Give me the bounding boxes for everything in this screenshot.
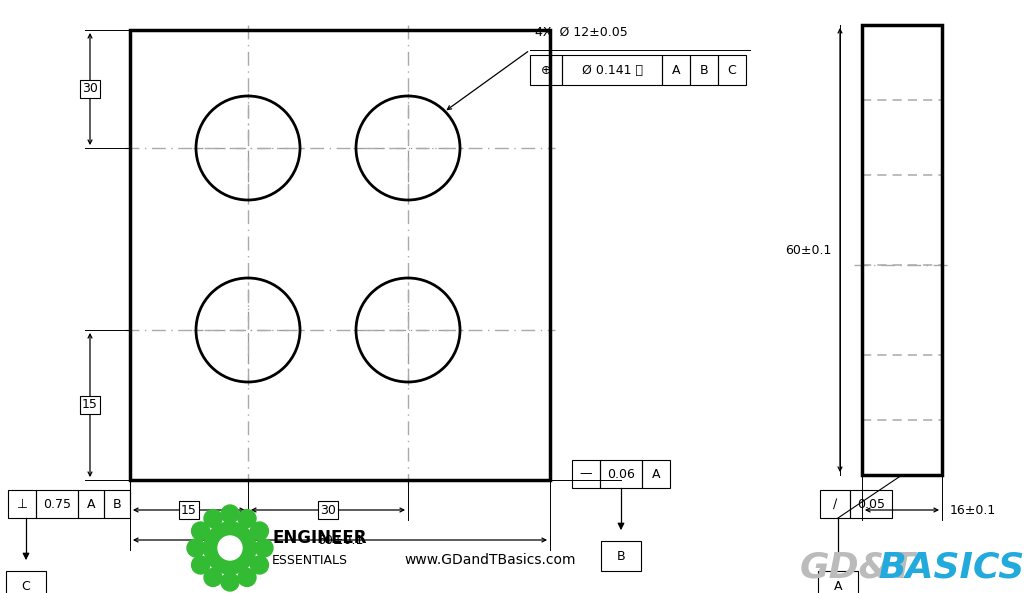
Circle shape xyxy=(221,573,239,591)
Text: ⊕: ⊕ xyxy=(541,63,551,76)
Circle shape xyxy=(204,509,222,528)
Circle shape xyxy=(238,569,256,586)
Text: A: A xyxy=(87,498,95,511)
Text: 15: 15 xyxy=(181,503,197,517)
Circle shape xyxy=(218,536,242,560)
Text: ENGINEER: ENGINEER xyxy=(272,529,367,547)
Circle shape xyxy=(187,539,205,557)
Text: 16±0.1: 16±0.1 xyxy=(950,503,996,517)
Text: e: e xyxy=(222,538,238,558)
Text: ⊥: ⊥ xyxy=(16,498,28,511)
Text: 30: 30 xyxy=(321,503,336,517)
Text: C: C xyxy=(728,63,736,76)
Text: 0.05: 0.05 xyxy=(857,498,885,511)
Text: 30: 30 xyxy=(82,82,98,95)
Text: A: A xyxy=(672,63,680,76)
Text: 4X  Ø 12±0.05: 4X Ø 12±0.05 xyxy=(535,25,628,39)
Text: 60±0.1: 60±0.1 xyxy=(316,534,364,547)
Text: 0.06: 0.06 xyxy=(607,467,635,480)
Text: 0.75: 0.75 xyxy=(43,498,71,511)
Text: B: B xyxy=(616,550,626,563)
Text: GD&T: GD&T xyxy=(800,551,915,585)
Text: ESSENTIALS: ESSENTIALS xyxy=(272,553,348,566)
Text: www.GDandTBasics.com: www.GDandTBasics.com xyxy=(404,553,575,567)
Text: —: — xyxy=(580,467,592,480)
Text: ∕: ∕ xyxy=(833,498,838,511)
Text: Ø 0.141 Ⓜ: Ø 0.141 Ⓜ xyxy=(582,63,642,76)
Circle shape xyxy=(251,556,268,574)
Circle shape xyxy=(204,569,222,586)
Text: C: C xyxy=(22,579,31,592)
Circle shape xyxy=(238,509,256,528)
Circle shape xyxy=(221,505,239,523)
Circle shape xyxy=(191,522,210,540)
Circle shape xyxy=(251,522,268,540)
Text: B: B xyxy=(113,498,121,511)
Circle shape xyxy=(204,522,256,574)
Text: BASICS: BASICS xyxy=(878,551,1024,585)
Text: 60±0.1: 60±0.1 xyxy=(785,244,831,257)
Circle shape xyxy=(191,556,210,574)
Text: 15: 15 xyxy=(82,398,98,412)
Text: A: A xyxy=(651,467,660,480)
Text: B: B xyxy=(699,63,709,76)
Circle shape xyxy=(255,539,273,557)
Text: A: A xyxy=(834,579,843,592)
